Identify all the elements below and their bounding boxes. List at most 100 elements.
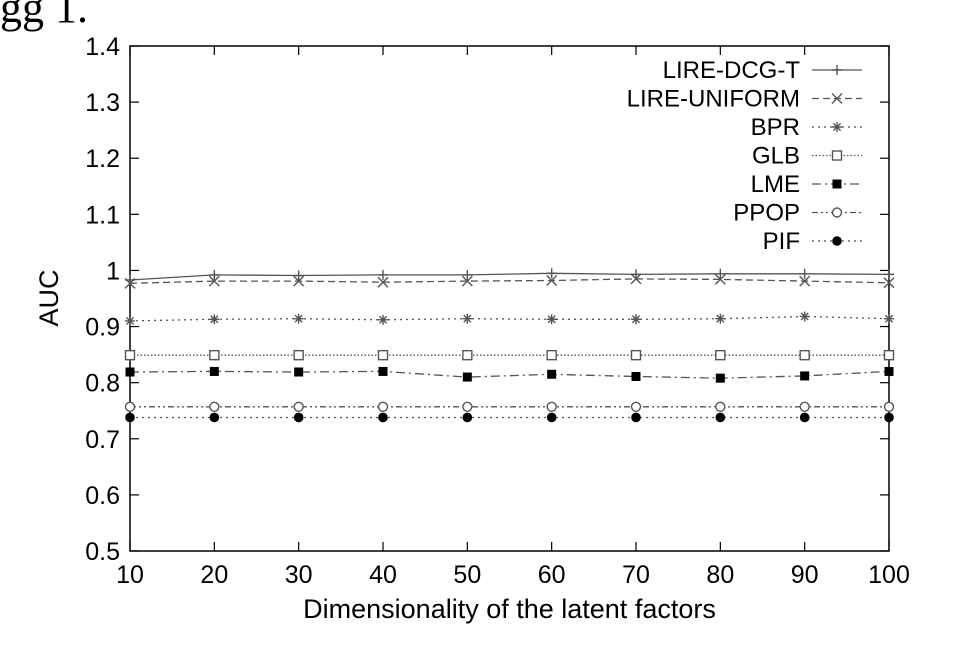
data-point-ppop: [377, 401, 389, 412]
data-point-pif: [799, 412, 810, 423]
data-point-ppop: [883, 401, 895, 412]
data-point-lire-uniform: [714, 273, 726, 285]
x-axis-title: Dimensionality of the latent factors: [303, 594, 716, 624]
data-point-lme: [294, 367, 304, 377]
data-point-lme: [209, 366, 219, 376]
data-point-glb: [715, 349, 726, 361]
y-axis-title: AUC: [34, 269, 64, 326]
data-point-lire-uniform: [546, 275, 558, 287]
legend-label: PIF: [763, 228, 800, 255]
data-point-glb: [799, 349, 810, 361]
data-point-lire-dcg-t: [799, 268, 810, 279]
x-tick-label: 60: [538, 561, 566, 589]
data-point-lme: [462, 372, 472, 382]
data-point-glb: [124, 349, 136, 361]
data-point-lire-dcg-t: [462, 269, 473, 280]
data-point-ppop: [293, 401, 304, 412]
cropped-caption-fragment: gg 1.: [0, 0, 88, 32]
legend-label: LIRE-DCG-T: [663, 57, 801, 84]
legend-label: PPOP: [733, 200, 800, 227]
data-point-lire-dcg-t: [884, 269, 894, 280]
y-axis: 0.5 0.6 0.7 0.8 0.9 1 1.1 1.2 1.3 1.4: [85, 33, 889, 566]
x-tick-label: 70: [622, 561, 650, 589]
legend-marker: [831, 207, 843, 218]
data-point-ppop: [124, 401, 136, 412]
legend-marker: [831, 150, 843, 161]
data-point-lire-uniform: [799, 275, 811, 287]
legend-marker: [831, 93, 843, 104]
x-tick-label: 40: [369, 561, 397, 589]
data-point-ppop: [209, 401, 220, 412]
y-tick-label: 1.1: [85, 201, 120, 229]
data-point-lire-uniform: [208, 275, 220, 287]
series-line-lire-dcg-t: [129, 272, 890, 281]
data-point-pif: [884, 412, 894, 423]
data-point-lire-dcg-t: [546, 268, 557, 279]
x-tick-label: 10: [116, 561, 144, 589]
series-markers: [124, 268, 895, 423]
y-tick-label: 0.7: [85, 426, 120, 454]
y-tick-label: 0.9: [85, 314, 120, 342]
legend-label: BPR: [751, 114, 800, 141]
x-tick-label: 100: [868, 561, 910, 589]
legend-label: GLB: [752, 143, 800, 170]
data-point-ppop: [546, 401, 557, 412]
data-point-pif: [125, 412, 135, 423]
data-point-lire-uniform: [630, 273, 642, 285]
x-tick-label: 50: [453, 561, 481, 589]
data-point-ppop: [799, 401, 810, 412]
data-point-pif: [378, 412, 388, 423]
series-line-bpr: [129, 315, 890, 322]
legend-marker: [832, 179, 842, 189]
data-point-bpr: [715, 313, 726, 324]
data-point-bpr: [884, 313, 894, 324]
legend-label: LIRE-UNIFORM: [627, 86, 800, 113]
y-tick-label: 0.8: [85, 370, 120, 398]
data-point-glb: [546, 349, 557, 361]
data-point-pif: [293, 412, 304, 423]
data-point-lme: [547, 369, 557, 379]
data-point-ppop: [715, 401, 726, 412]
series-line-lme: [129, 370, 890, 379]
series-line-lire-uniform: [129, 278, 890, 284]
data-point-bpr: [293, 313, 304, 324]
data-point-bpr: [378, 314, 388, 325]
y-tick-label: 1.4: [85, 33, 120, 61]
legend-label: LME: [751, 171, 800, 198]
x-axis: 10 20 30 40 50 60 70 80 90 100: [116, 46, 910, 589]
data-point-pif: [715, 412, 726, 423]
data-point-lire-uniform: [461, 275, 473, 287]
data-point-pif: [209, 412, 220, 423]
data-point-bpr: [799, 311, 810, 322]
data-point-ppop: [630, 401, 642, 412]
series-lines: [129, 272, 890, 419]
legend-item: GLB: [752, 143, 862, 170]
data-point-lire-dcg-t: [715, 268, 726, 279]
legend-item: PIF: [763, 228, 862, 255]
data-point-lme: [715, 373, 725, 383]
data-point-glb: [209, 349, 220, 361]
data-point-bpr: [209, 314, 220, 325]
data-point-lme: [800, 371, 810, 381]
data-point-pif: [546, 412, 557, 423]
data-point-lire-dcg-t: [378, 269, 388, 280]
x-tick-label: 30: [285, 561, 313, 589]
x-tick-label: 90: [791, 561, 819, 589]
data-point-bpr: [546, 314, 557, 325]
data-point-lme: [884, 366, 894, 376]
data-point-bpr: [462, 313, 473, 324]
data-point-lire-dcg-t: [293, 270, 304, 281]
data-point-lire-uniform: [293, 275, 305, 287]
data-point-ppop: [462, 401, 473, 412]
data-point-glb: [630, 349, 642, 361]
legend-marker: [832, 236, 842, 246]
data-point-lire-dcg-t: [209, 269, 220, 280]
data-point-lire-uniform: [124, 277, 136, 289]
data-point-glb: [883, 349, 895, 361]
data-point-glb: [462, 349, 473, 361]
legend-item: LIRE-DCG-T: [663, 57, 862, 84]
legend-item: PPOP: [733, 200, 862, 227]
legend-item: BPR: [751, 114, 862, 141]
